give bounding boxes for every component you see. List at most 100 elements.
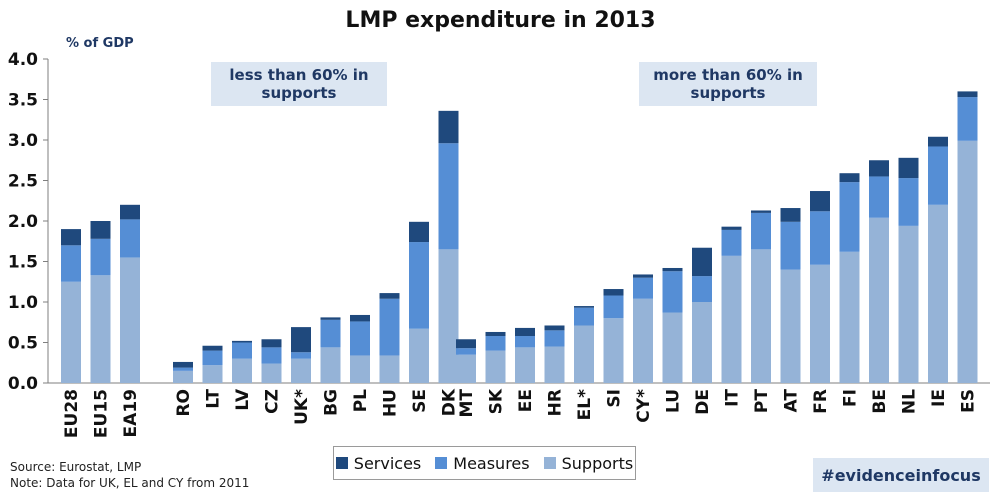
y-tick-label: 3.0 xyxy=(8,131,38,151)
y-tick-label: 1.0 xyxy=(8,293,38,313)
bar-nl-services xyxy=(898,157,919,179)
x-tick-label: AT xyxy=(782,389,802,413)
bar-lt-services xyxy=(202,345,223,351)
x-tick-label: PT xyxy=(752,389,772,413)
bar-fr-measures xyxy=(810,211,830,265)
bar-ee-services xyxy=(515,327,535,337)
bar-fr-services xyxy=(810,191,830,212)
bar-eu15-services xyxy=(90,221,111,239)
bar-eu28-supports xyxy=(61,281,81,383)
bar-it-supports xyxy=(721,255,742,383)
bar-ie-supports xyxy=(928,204,948,383)
legend-swatch-supports xyxy=(543,457,556,469)
bar-hu-supports xyxy=(379,355,400,383)
y-tick-label: 1.5 xyxy=(8,253,38,273)
bar-at-supports xyxy=(780,269,801,383)
bar-lu-measures xyxy=(662,271,683,313)
bar-cz-measures xyxy=(261,347,282,364)
bar-ea19-supports xyxy=(120,257,140,383)
x-tick-label: LT xyxy=(204,389,224,409)
bar-it-services xyxy=(721,226,742,230)
bar-ea19-services xyxy=(120,204,140,220)
bar-sk-measures xyxy=(485,336,506,351)
x-tick-label: BG xyxy=(322,389,342,416)
x-tick-label: PL xyxy=(351,389,371,412)
bar-fi-services xyxy=(839,173,860,183)
y-tick-label: 3.5 xyxy=(8,91,38,111)
x-tick-label: HR xyxy=(546,389,566,416)
x-tick-label: CZ xyxy=(263,389,283,414)
bar-cy-supports xyxy=(633,298,653,383)
x-tick-label: LV xyxy=(233,388,253,410)
bar-pt-supports xyxy=(751,249,771,383)
bar-mt-services xyxy=(456,339,476,349)
x-tick-label: IE xyxy=(929,389,949,407)
bar-cz-supports xyxy=(261,363,282,383)
y-tick-label: 4.0 xyxy=(8,50,38,70)
bar-pl-services xyxy=(350,314,370,322)
bar-es-measures xyxy=(957,97,978,141)
bar-lu-supports xyxy=(662,312,683,383)
x-tick-label: SK xyxy=(487,388,507,414)
bar-se-services xyxy=(409,221,429,243)
bar-cy-measures xyxy=(633,277,653,299)
bar-de-measures xyxy=(692,276,712,302)
bar-sk-supports xyxy=(485,350,506,383)
x-tick-label: EL* xyxy=(575,389,595,420)
bar-be-measures xyxy=(869,176,889,218)
x-tick-label: SI xyxy=(605,389,625,408)
hashtag-badge: #evidenceinfocus xyxy=(813,458,989,492)
x-tick-label: SE xyxy=(410,389,430,413)
bar-uk-measures xyxy=(291,352,311,359)
bar-bg-supports xyxy=(320,347,341,383)
bar-at-services xyxy=(780,208,801,222)
bar-lt-measures xyxy=(202,350,223,366)
x-tick-label: EA19 xyxy=(121,389,141,437)
bar-dk-services xyxy=(438,110,459,144)
bar-cy-services xyxy=(633,274,653,278)
bar-de-services xyxy=(692,247,712,277)
bar-se-supports xyxy=(409,328,429,383)
y-tick-label: 0.0 xyxy=(8,374,38,394)
bar-fr-supports xyxy=(810,264,830,383)
bar-pt-services xyxy=(751,210,771,213)
bar-hu-services xyxy=(379,293,400,299)
legend-label-measures: Measures xyxy=(453,453,530,473)
bar-si-measures xyxy=(603,295,624,319)
bar-hu-measures xyxy=(379,298,400,356)
x-tick-label: EU28 xyxy=(62,389,82,438)
legend-item-services: Services xyxy=(335,454,421,473)
bar-nl-supports xyxy=(898,225,919,383)
x-tick-label: UK* xyxy=(292,389,312,425)
x-tick-label: EU15 xyxy=(92,389,112,438)
bar-el-supports xyxy=(574,325,594,383)
bar-se-measures xyxy=(409,242,429,329)
bar-nl-measures xyxy=(898,178,919,226)
bar-fi-measures xyxy=(839,182,860,252)
legend-swatch-measures xyxy=(435,457,448,469)
bar-cz-services xyxy=(261,339,282,348)
bar-ro-supports xyxy=(173,370,193,383)
bar-ee-measures xyxy=(515,336,535,348)
bar-ea19-measures xyxy=(120,219,140,258)
bar-it-measures xyxy=(721,229,742,256)
source-note: Source: Eurostat, LMP Note: Data for UK,… xyxy=(10,459,249,491)
bar-mt-supports xyxy=(456,354,476,383)
bar-be-supports xyxy=(869,217,889,383)
y-tick-label: 2.0 xyxy=(8,212,38,232)
x-tick-label: CY* xyxy=(634,389,654,423)
bar-ie-measures xyxy=(928,146,948,205)
bar-dk-supports xyxy=(438,249,459,383)
annotation-more-than-60: more than 60% in supports xyxy=(639,62,817,106)
bar-hr-supports xyxy=(544,346,565,383)
bar-be-services xyxy=(869,160,889,177)
bar-pl-measures xyxy=(350,321,370,356)
legend-item-supports: Supports xyxy=(543,454,633,473)
x-tick-label: BE xyxy=(870,389,890,414)
x-tick-label: HU xyxy=(381,389,401,417)
bar-de-supports xyxy=(692,302,712,383)
bar-at-measures xyxy=(780,221,801,270)
bar-mt-measures xyxy=(456,348,476,355)
bar-lt-supports xyxy=(202,365,223,383)
